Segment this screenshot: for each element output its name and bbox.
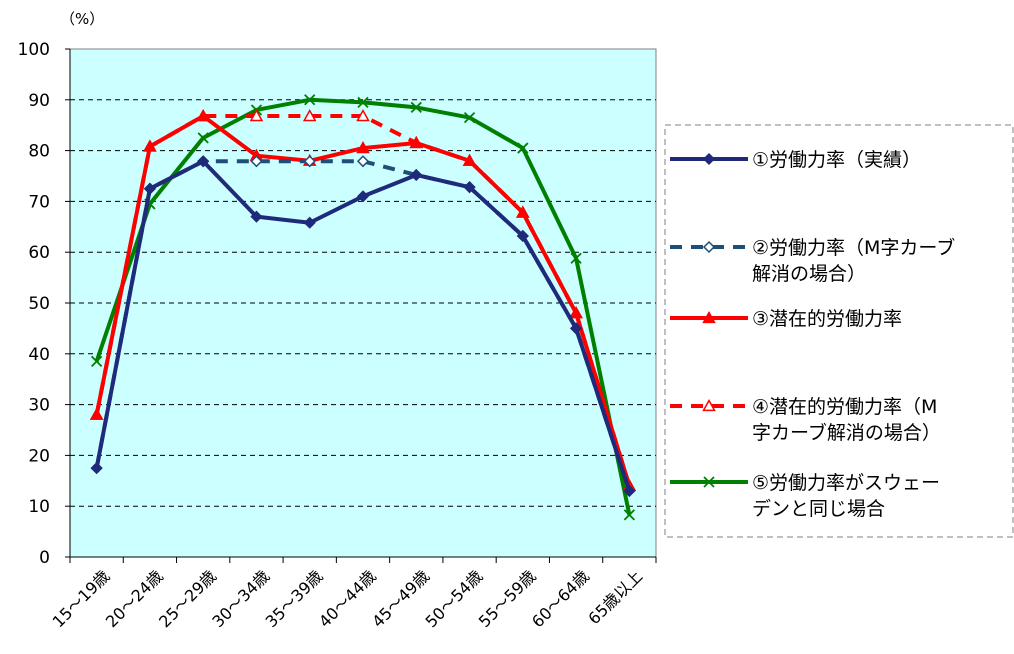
data-point-marker [569,306,583,319]
data-point-marker [462,153,477,166]
y-tick-label: 60 [28,243,50,263]
legend-label: ⑤労働力率がスウェー [752,472,940,494]
x-tick-label: 45～49歳 [368,566,433,631]
data-point-marker [516,205,530,218]
data-point-marker [703,476,715,488]
data-point-marker [702,398,716,412]
x-tick-label: 30～34歳 [208,566,273,631]
data-point-marker [302,109,317,122]
legend-entry-3: ③潜在的労働力率 [670,308,902,330]
data-point-marker [303,216,316,229]
series-layer [89,94,637,521]
legend-label: ②労働力率（M字カーブ [752,236,955,259]
data-point-marker [570,252,582,264]
data-point-marker [89,407,104,420]
legend-entry-4: ④潜在的労働力率（M 字カーブ解消の場合） [670,396,941,444]
legend-label: 字カーブ解消の場合） [752,421,941,444]
x-tick-label: 15～19歳 [49,566,114,631]
data-point-marker [143,139,157,152]
y-axis: 0 10 20 30 40 50 60 70 80 90 100 [18,40,71,568]
y-tick-label: 30 [28,396,50,416]
x-tick-label: 65歳以上 [584,566,646,628]
x-tick-label: 55～59歳 [475,566,540,631]
data-point-marker [409,135,424,149]
data-point-marker [196,109,210,122]
unit-label: （%） [60,10,104,28]
series-1 [90,155,636,498]
data-point-marker [357,96,369,108]
data-point-marker [90,462,103,475]
data-point-marker [90,355,103,368]
data-point-marker [197,132,209,144]
y-tick-label: 10 [28,497,50,517]
data-point-marker [702,152,716,166]
legend-label: 解消の場合） [752,263,866,285]
data-point-marker [702,310,716,324]
y-tick-label: 100 [18,40,50,60]
x-tick-label: 25～29歳 [155,566,220,631]
x-tick-label: 20～24歳 [102,566,167,631]
data-point-marker [250,210,263,223]
data-point-marker [197,155,210,168]
legend-box [664,124,1014,538]
data-point-marker [517,142,529,154]
legend-label: ③潜在的労働力率 [752,308,902,330]
y-tick-label: 0 [39,548,50,568]
legend-label: デンと同じ場合 [752,498,885,520]
legend-label: ④潜在的労働力率（M [752,396,937,418]
data-point-marker [623,509,636,521]
legend-label: ①労働力率（実績） [752,149,921,171]
data-point-marker [356,141,370,154]
data-point-marker [463,181,476,194]
x-tick-label: 60～64歳 [528,566,593,631]
data-point-marker [356,190,370,203]
x-axis: 15～19歳20～24歳25～29歳30～34歳35～39歳40～44歳45～4… [49,556,657,631]
y-tick-label: 70 [28,192,50,212]
x-tick-label: 35～39歳 [262,566,327,631]
data-point-marker [623,484,636,498]
data-point-marker [410,168,423,182]
data-point-marker [570,322,583,335]
data-point-marker [250,155,263,168]
data-point-marker [516,229,529,243]
data-point-marker [303,155,316,168]
x-tick-label: 50～54歳 [422,566,487,631]
data-point-marker [356,155,370,168]
data-point-marker [356,109,370,122]
data-point-marker [702,240,716,254]
x-tick-label: 40～44歳 [315,566,380,631]
y-tick-label: 80 [28,142,50,162]
data-point-marker [304,94,316,106]
y-tick-label: 40 [28,345,50,365]
data-point-marker [410,101,422,114]
legend-entry-1: ①労働力率（実績） [670,149,921,171]
gridlines [70,99,656,507]
y-tick-label: 50 [28,294,50,314]
data-point-marker [249,109,264,122]
data-point-marker [143,182,156,195]
y-tick-label: 20 [28,446,50,466]
y-tick-label: 90 [28,91,50,111]
data-point-marker [463,111,476,124]
